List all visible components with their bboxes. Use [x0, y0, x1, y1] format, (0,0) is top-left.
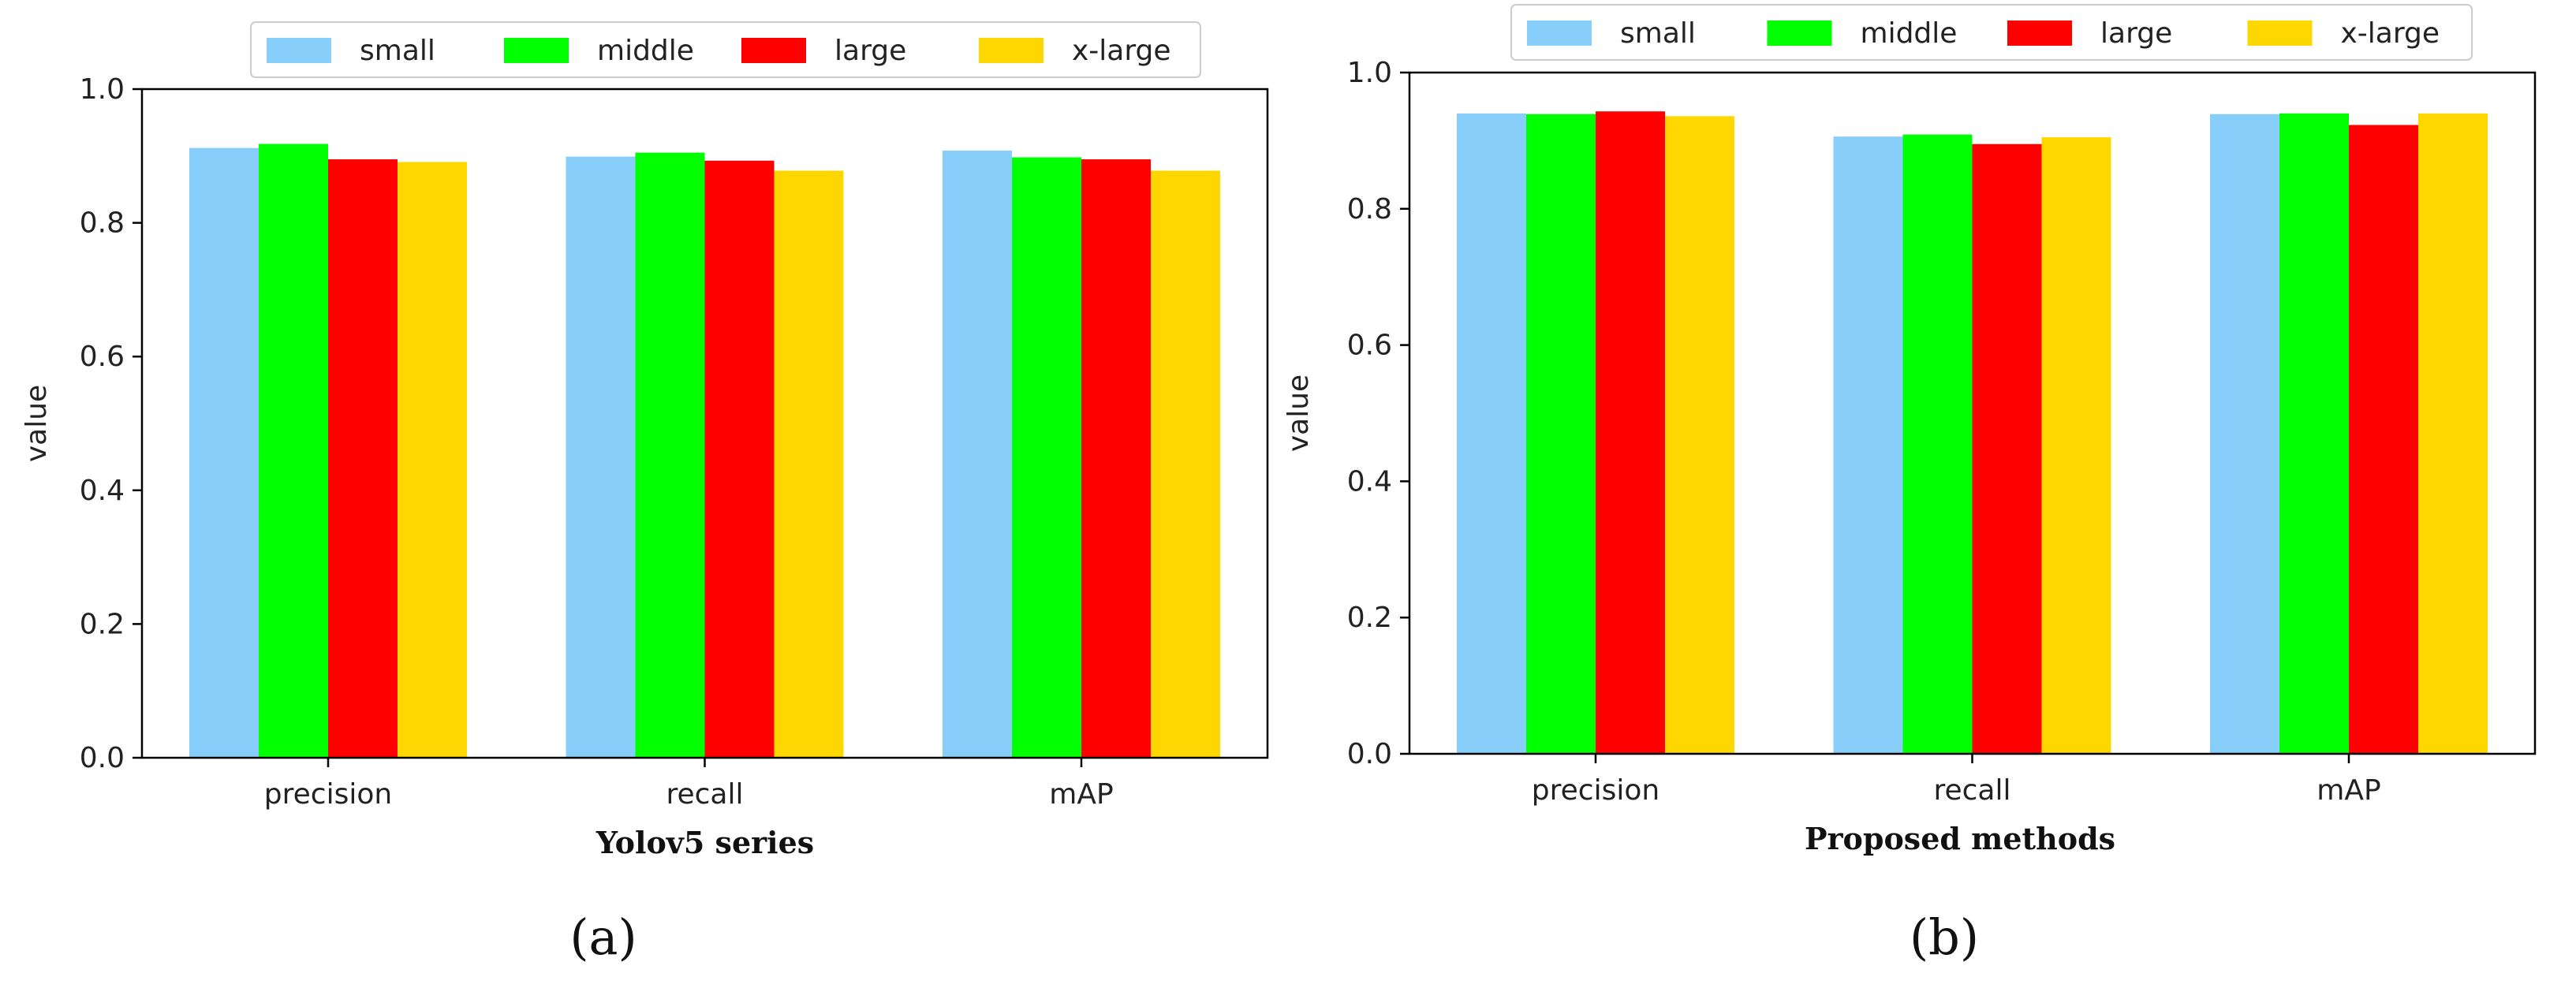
- x-axis-ticks: precision recall mAP: [1532, 754, 2381, 807]
- y-axis-title: value: [21, 385, 53, 462]
- x-axis-title: Yolov5 series: [595, 825, 814, 860]
- legend-swatch-x-large: [979, 38, 1043, 63]
- legend-label-small: small: [1620, 17, 1696, 50]
- x-tick-label: mAP: [1049, 778, 1113, 811]
- legend-swatch-x-large: [2247, 21, 2313, 46]
- y-tick-label: 0.6: [1347, 330, 1392, 362]
- bar-middle-precision: [259, 144, 328, 758]
- y-tick-label: 1.0: [1347, 57, 1392, 89]
- y-axis-title: value: [1282, 375, 1315, 452]
- legend-frame: [250, 21, 1201, 78]
- bar-x-large-mAP: [2418, 113, 2488, 755]
- x-axis-ticks: precision recall mAP: [264, 758, 1114, 811]
- legend: small middle large x-large: [1510, 4, 2473, 61]
- bar-small-recall: [1833, 136, 1903, 754]
- legend-label-x-large: x-large: [1072, 35, 1171, 67]
- bar-x-large-precision: [398, 162, 467, 758]
- x-tick-label: precision: [1532, 774, 1659, 807]
- bars-group: [1457, 111, 2488, 755]
- bar-small-mAP: [943, 151, 1012, 759]
- bar-large-precision: [328, 159, 398, 759]
- x-tick-label: precision: [264, 778, 392, 811]
- legend-swatch-large: [741, 38, 806, 63]
- bar-x-large-recall: [774, 170, 844, 758]
- x-tick-label: mAP: [2317, 774, 2380, 807]
- legend-label-middle: middle: [1861, 17, 1958, 50]
- y-axis-ticks: 0.0 0.2 0.4 0.6 0.8 1.0: [1347, 57, 1409, 770]
- bar-small-precision: [189, 147, 259, 758]
- bar-large-precision: [1596, 111, 1665, 755]
- bar-middle-recall: [635, 152, 705, 758]
- bar-small-mAP: [2210, 114, 2279, 755]
- panel-label: (a): [569, 908, 637, 966]
- y-tick-label: 0.2: [80, 608, 125, 640]
- legend-swatch-small: [267, 38, 331, 63]
- x-tick-label: recall: [666, 778, 743, 811]
- legend-label-x-large: x-large: [2341, 17, 2440, 50]
- legend: small middle large x-large: [250, 21, 1201, 78]
- bar-middle-recall: [1902, 134, 1973, 754]
- y-tick-label: 0.8: [1347, 193, 1392, 226]
- y-tick-label: 0.8: [80, 207, 125, 240]
- bar-small-recall: [566, 156, 636, 758]
- y-tick-label: 0.4: [80, 475, 125, 507]
- legend-label-large: large: [834, 35, 906, 67]
- y-tick-label: 0.4: [1347, 465, 1392, 498]
- legend-swatch-small: [1527, 21, 1592, 46]
- chart-panel-a: 0.0 0.2 0.4 0.6 0.8 1.0 precision recall mAP va…: [21, 21, 1269, 966]
- bar-large-recall: [704, 160, 775, 759]
- y-tick-label: 0.0: [80, 742, 125, 774]
- bar-large-mAP: [2349, 125, 2418, 754]
- legend-label-small: small: [360, 35, 435, 67]
- panel-label: (b): [1910, 908, 1979, 966]
- bar-middle-mAP: [1012, 157, 1081, 759]
- bar-large-recall: [1972, 144, 2042, 755]
- bar-middle-mAP: [2279, 113, 2349, 755]
- x-tick-label: recall: [1933, 774, 2010, 807]
- legend-swatch-middle: [504, 38, 569, 63]
- bar-x-large-recall: [2041, 137, 2111, 754]
- bar-x-large-mAP: [1151, 170, 1220, 758]
- y-axis-ticks: 0.0 0.2 0.4 0.6 0.8 1.0: [80, 73, 142, 774]
- legend-swatch-middle: [1767, 21, 1832, 46]
- legend-swatch-large: [2007, 21, 2072, 46]
- legend-frame: [1510, 4, 2473, 61]
- y-tick-label: 1.0: [80, 73, 125, 106]
- x-axis-title: Proposed methods: [1805, 821, 2115, 856]
- bar-large-mAP: [1081, 159, 1151, 759]
- bars-group: [189, 144, 1220, 759]
- legend-label-large: large: [2100, 17, 2172, 50]
- bar-small-precision: [1457, 113, 1526, 755]
- bar-middle-precision: [1526, 114, 1596, 755]
- y-tick-label: 0.0: [1347, 738, 1392, 770]
- bar-x-large-precision: [1665, 116, 1734, 754]
- y-tick-label: 0.2: [1347, 602, 1392, 634]
- y-tick-label: 0.6: [80, 341, 125, 373]
- chart-panel-b: 0.0 0.2 0.4 0.6 0.8 1.0 precision recall mAP va…: [1282, 4, 2537, 966]
- legend-label-middle: middle: [597, 35, 694, 67]
